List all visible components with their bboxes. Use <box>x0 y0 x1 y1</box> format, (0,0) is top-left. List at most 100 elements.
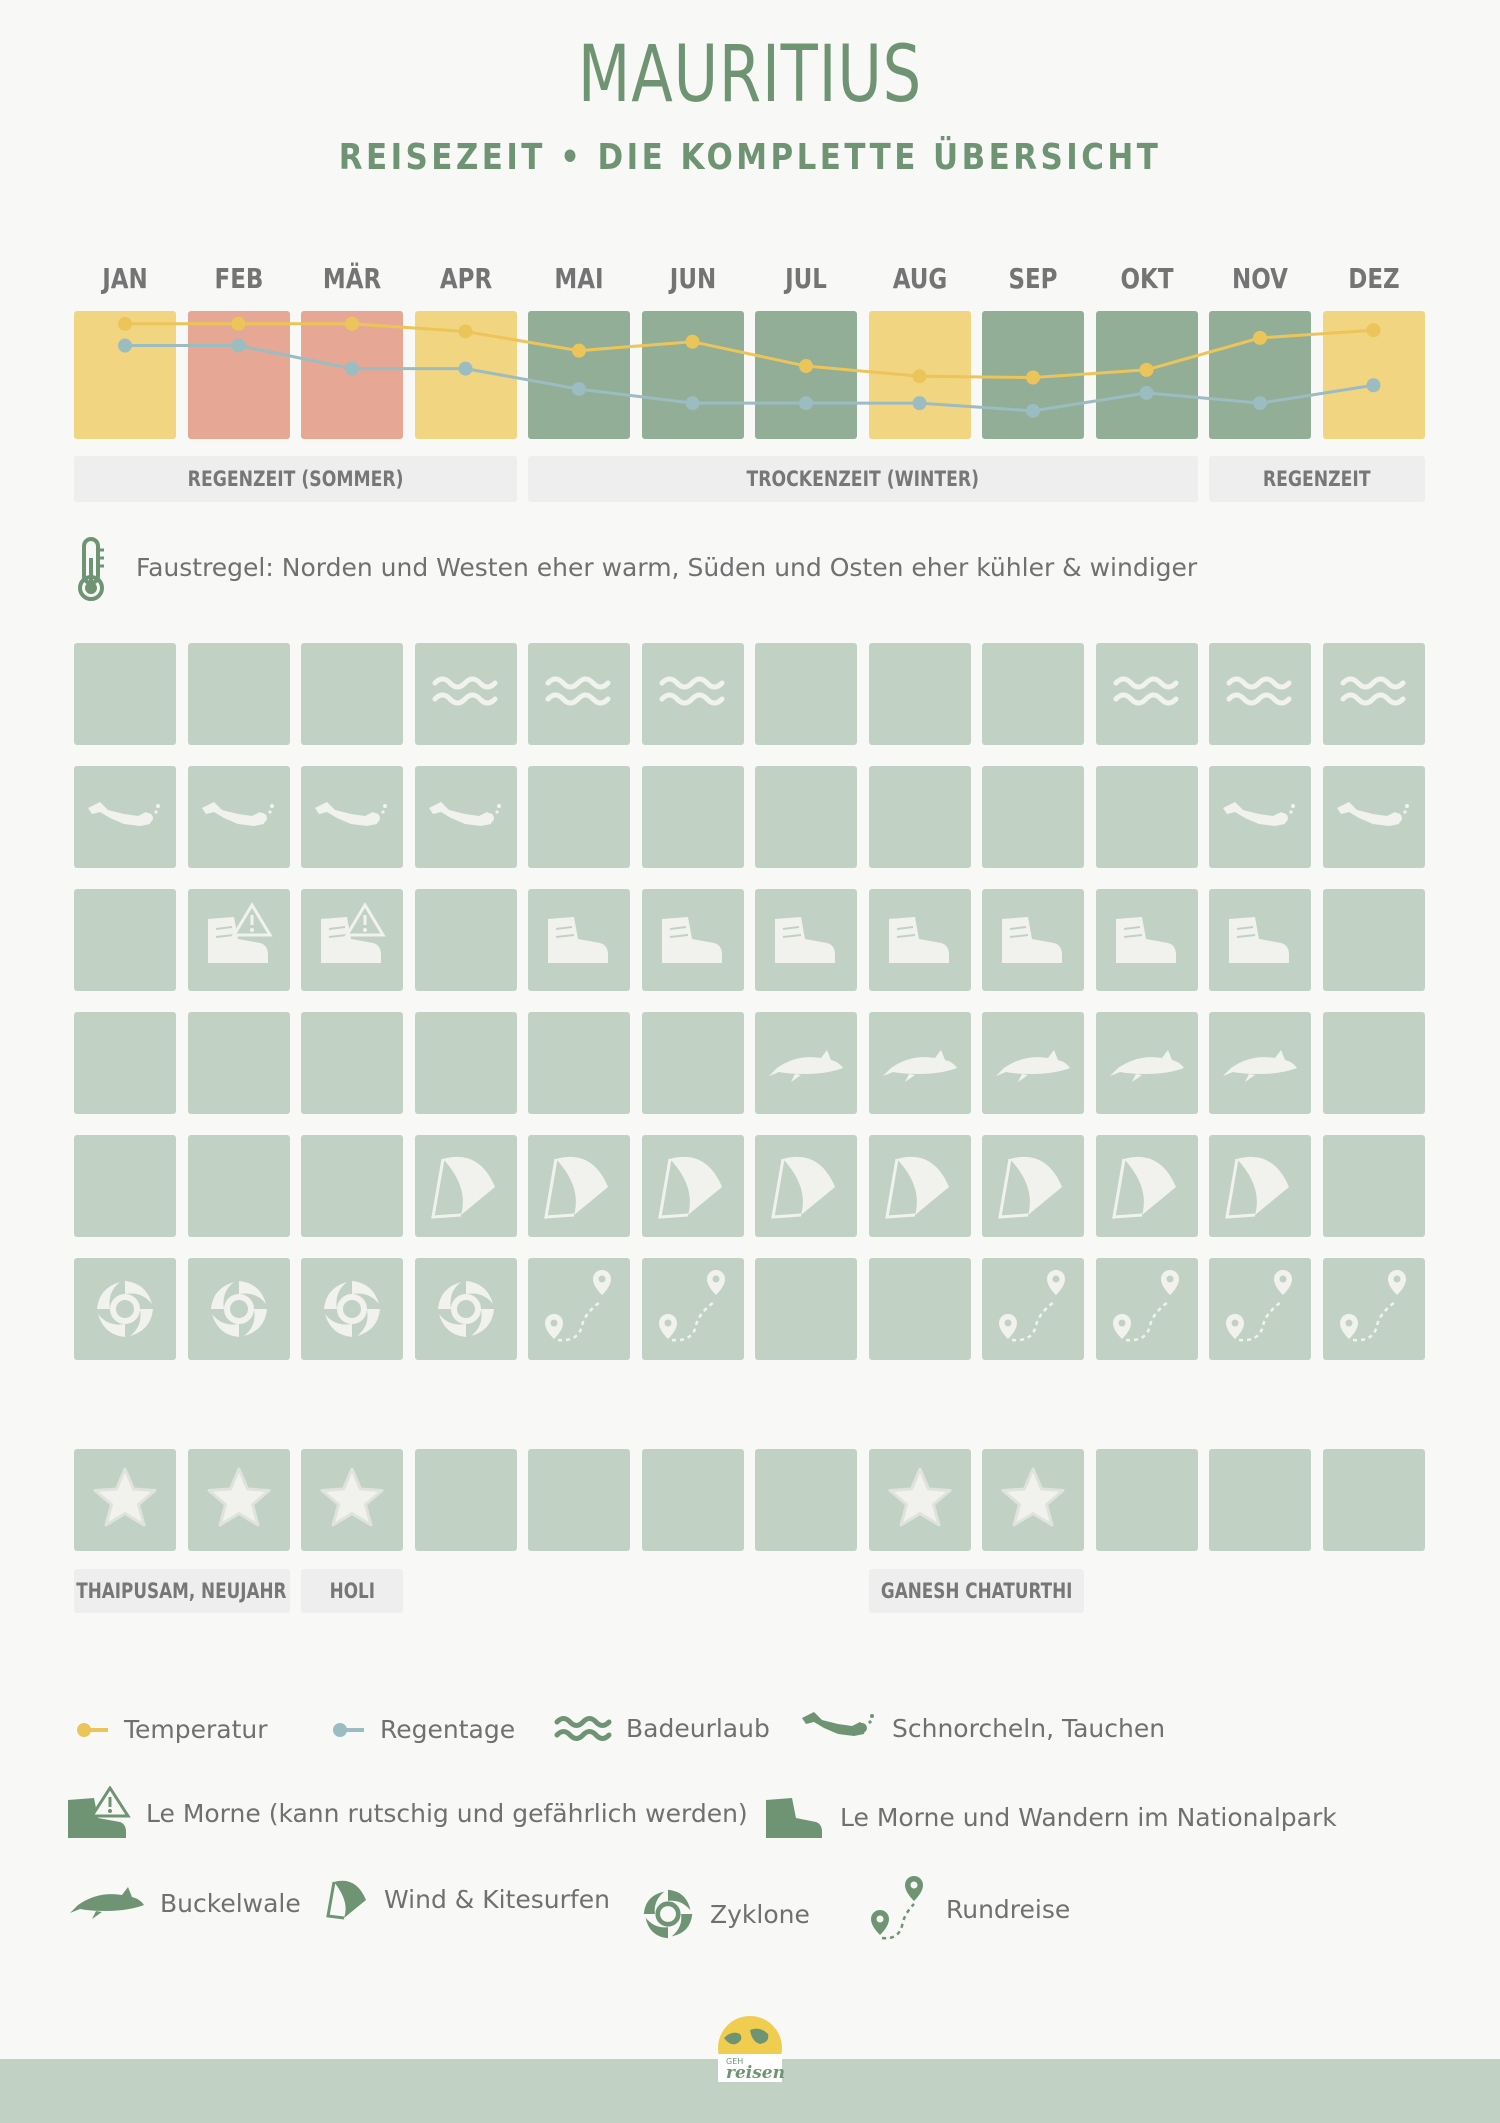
waves-icon <box>554 1716 612 1741</box>
point-regentage-mai <box>572 382 586 397</box>
star-icon <box>207 1467 270 1527</box>
legend-label: Le Morne (kann rutschig und gefährlich w… <box>146 1798 748 1828</box>
boot-icon <box>548 917 608 963</box>
activity-cell-whale-aug <box>868 1012 971 1114</box>
activity-cell-cyclone_route-sep <box>982 1258 1084 1360</box>
activity-cell-waves-sep <box>982 643 1084 745</box>
point-temperatur-apr <box>458 324 473 339</box>
boot-icon <box>1115 917 1176 963</box>
star-icon <box>93 1467 157 1527</box>
rule-text: Faustregel: Norden und Westen eher warm,… <box>136 553 1198 582</box>
point-temperatur-okt <box>1139 362 1154 377</box>
waves-icon <box>432 676 497 706</box>
activity-cell-cyclone_route-feb <box>187 1258 290 1360</box>
activity-cell-diver-mär <box>301 766 403 868</box>
month-label-jan: JAN <box>102 262 148 295</box>
globe-logo-icon: GEH reisen <box>718 2016 785 2083</box>
activity-cell-waves-dez <box>1322 643 1425 745</box>
boot-icon <box>888 917 949 963</box>
activity-cell-boot-jan <box>74 889 176 991</box>
cyclone-icon <box>643 1889 693 1939</box>
season-text: TROCKENZEIT (WINTER) <box>746 467 980 491</box>
activity-cell-whale-jul <box>755 1012 857 1114</box>
month-label-nov: NOV <box>1232 262 1288 295</box>
point-temperatur-aug <box>912 369 927 384</box>
kite-icon <box>326 1880 366 1920</box>
point-temperatur-jul <box>799 359 813 374</box>
season-label: REGENZEIT (SOMMER) <box>74 456 517 502</box>
point-temperatur-sep <box>1026 370 1040 385</box>
activity-cell-boot-aug <box>868 889 971 991</box>
waves-icon <box>1226 676 1292 706</box>
activity-cell-diver-dez <box>1322 766 1425 868</box>
point-temperatur-feb <box>231 316 246 331</box>
activity-cell-kite-nov <box>1209 1135 1311 1237</box>
series-line-temperatur <box>125 322 1374 380</box>
activity-cell-boot-sep <box>982 889 1084 991</box>
activity-cell-kite-jun <box>641 1135 744 1237</box>
whale-icon <box>1223 1050 1297 1082</box>
legend-buckelwale: Buckelwale <box>68 1885 301 1921</box>
kite-icon <box>430 1156 495 1219</box>
point-regentage-jun <box>685 396 700 411</box>
logo-brand-text: reisen <box>726 2063 785 2083</box>
whale-icon <box>1109 1050 1184 1082</box>
legend-label: Temperatur <box>124 1715 268 1744</box>
legend-label: Rundreise <box>946 1894 1071 1924</box>
activity-cell-star-nov <box>1209 1449 1311 1551</box>
point-regentage-okt <box>1139 385 1154 400</box>
climate-cell-jan <box>74 311 176 439</box>
route-icon <box>545 1270 611 1342</box>
legend-regentage: Regentage <box>330 1715 515 1744</box>
activity-cell-cyclone_route-apr <box>414 1258 517 1360</box>
kite-icon <box>1225 1156 1289 1219</box>
legend-label: Wind & Kitesurfen <box>384 1884 610 1914</box>
month-label-mär: MÄR <box>322 262 382 295</box>
temperature-line-icon <box>77 1722 108 1737</box>
activity-cell-boot-dez <box>1322 889 1425 991</box>
activity-cell-star-feb <box>187 1449 290 1551</box>
legend-label: Zyklone <box>710 1899 810 1929</box>
activity-cell-kite-jul <box>755 1135 857 1237</box>
star-icon <box>1001 1467 1065 1527</box>
diver-icon <box>428 802 501 826</box>
activity-cell-boot-apr <box>414 889 517 991</box>
kite-icon <box>884 1156 949 1219</box>
diver-icon <box>1223 802 1295 826</box>
activity-cell-waves-nov <box>1209 643 1311 745</box>
waves-icon <box>1340 676 1405 706</box>
activity-cell-star-okt <box>1095 1449 1198 1551</box>
whale-icon <box>769 1050 843 1082</box>
activity-cell-diver-okt <box>1095 766 1198 868</box>
activity-cell-whale-jan <box>74 1012 176 1114</box>
activity-cell-boot-jul <box>755 889 857 991</box>
route-icon <box>871 1876 923 1940</box>
boot-icon <box>661 917 722 963</box>
activity-cell-waves-jan <box>74 643 176 745</box>
climate-cell-jun <box>641 311 744 439</box>
activity-cell-kite-sep <box>982 1135 1084 1237</box>
whale-icon <box>70 1887 144 1919</box>
route-icon <box>658 1270 725 1342</box>
month-label-apr: APR <box>439 262 492 295</box>
activity-cell-kite-feb <box>187 1135 290 1237</box>
point-regentage-mär <box>345 361 359 376</box>
activity-cell-diver-jun <box>641 766 744 868</box>
legend-zyklone: Zyklone <box>640 1886 810 1942</box>
legend-badeurlaub: Badeurlaub <box>554 1712 770 1744</box>
legend-label: Regentage <box>380 1715 516 1744</box>
month-label-aug: AUG <box>892 262 947 295</box>
activity-cell-waves-jul <box>755 643 857 745</box>
boot-icon <box>766 1798 822 1838</box>
activity-cell-whale-mai <box>528 1012 630 1114</box>
climate-cell-jul <box>755 311 857 439</box>
activity-cell-cyclone_route-jul <box>755 1258 857 1360</box>
activity-cell-whale-nov <box>1209 1012 1311 1114</box>
month-label-mai: MAI <box>554 262 604 295</box>
season-label: REGENZEIT <box>1209 456 1425 502</box>
activity-cell-star-apr <box>414 1449 517 1551</box>
activity-cell-cyclone_route-nov <box>1209 1258 1311 1360</box>
activity-cell-kite-mär <box>301 1135 403 1237</box>
point-regentage-jul <box>799 396 813 411</box>
waves-icon <box>1113 676 1178 706</box>
